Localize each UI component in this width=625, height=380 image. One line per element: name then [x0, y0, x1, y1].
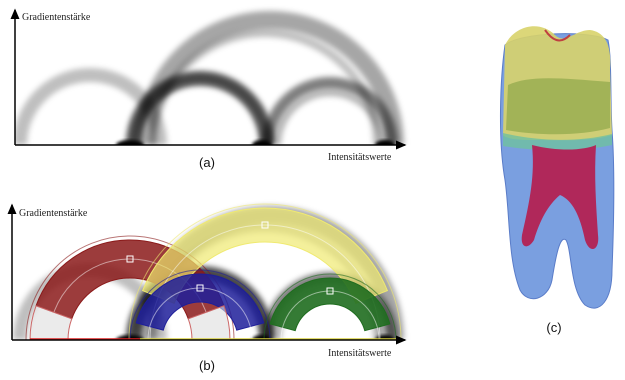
- caption: (c): [546, 320, 561, 335]
- y-axis-label: Gradientenstärke: [22, 12, 91, 23]
- figure: Gradientenstärke Intensitätswerte (a) Gr…: [0, 0, 625, 380]
- tooth-rendering: [500, 26, 613, 308]
- dentin-core: [506, 78, 610, 134]
- panel-b: [20, 204, 401, 345]
- y-axis-label: Gradientenstärke: [19, 208, 88, 219]
- caption: (a): [199, 155, 215, 170]
- panel-a: [20, 20, 395, 150]
- x-axis-label: Intensitätswerte: [328, 152, 392, 163]
- x-axis-label: Intensitätswerte: [328, 348, 392, 359]
- caption: (b): [199, 358, 215, 373]
